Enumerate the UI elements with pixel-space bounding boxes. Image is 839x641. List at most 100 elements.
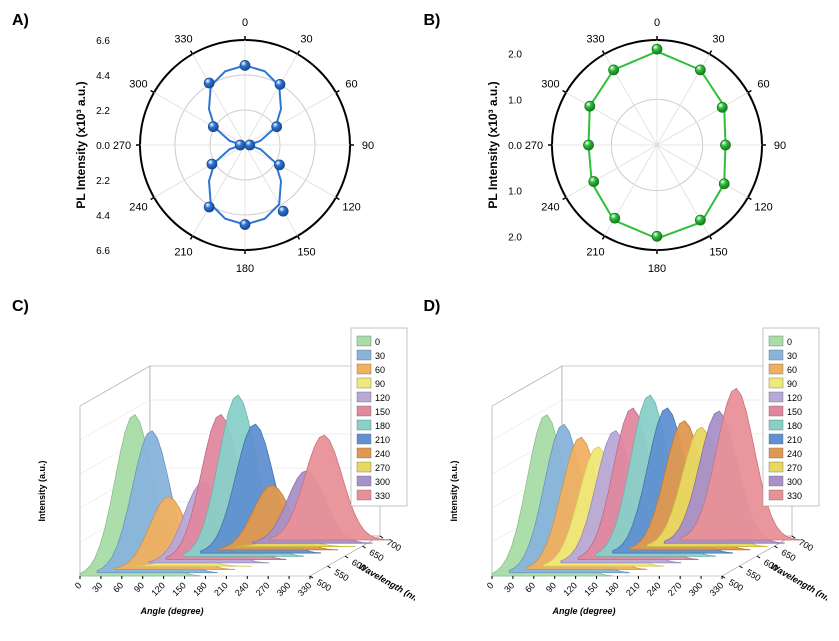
svg-text:120: 120: [754, 202, 772, 214]
panel-a-label: A): [12, 12, 29, 30]
svg-text:330: 330: [174, 33, 192, 45]
svg-text:150: 150: [582, 580, 600, 598]
svg-text:0: 0: [375, 337, 380, 347]
svg-text:30: 30: [90, 580, 104, 594]
svg-text:Wavelength (nm): Wavelength (nm): [768, 561, 826, 606]
svg-text:700: 700: [385, 537, 403, 553]
panel-c-label: C): [12, 298, 29, 316]
svg-text:150: 150: [787, 407, 802, 417]
svg-text:120: 120: [342, 202, 360, 214]
svg-text:240: 240: [233, 580, 251, 598]
svg-text:Intensity (a.u.): Intensity (a.u.): [37, 460, 47, 521]
svg-text:6.6: 6.6: [96, 246, 110, 257]
svg-text:150: 150: [170, 580, 188, 598]
svg-text:300: 300: [787, 477, 802, 487]
svg-text:300: 300: [686, 580, 704, 598]
svg-text:550: 550: [333, 567, 351, 583]
svg-text:1.0: 1.0: [508, 187, 522, 198]
svg-text:330: 330: [586, 33, 604, 45]
figure-grid: A) 03060901201501802102402703003300.02.2…: [10, 10, 829, 631]
waterfall-chart-c: 0306090120150180210240270300330500550600…: [10, 296, 415, 631]
svg-text:210: 210: [375, 435, 390, 445]
svg-text:60: 60: [375, 365, 385, 375]
svg-text:210: 210: [212, 580, 230, 598]
panel-d-label: D): [424, 298, 441, 316]
svg-text:1.0: 1.0: [508, 95, 522, 106]
svg-text:90: 90: [787, 379, 797, 389]
panel-b: B) 03060901201501802102402703003300.01.0…: [422, 10, 830, 292]
svg-text:500: 500: [315, 577, 333, 593]
svg-text:0: 0: [787, 337, 792, 347]
svg-text:0: 0: [653, 17, 659, 29]
svg-text:500: 500: [727, 577, 745, 593]
svg-text:60: 60: [787, 365, 797, 375]
svg-text:PL Intensity (x10³ a.u.): PL Intensity (x10³ a.u.): [74, 81, 88, 208]
svg-text:90: 90: [543, 580, 557, 594]
panel-d: D) 0306090120150180210240270300330500550…: [422, 296, 830, 631]
svg-text:60: 60: [111, 580, 125, 594]
svg-text:30: 30: [300, 33, 312, 45]
svg-text:270: 270: [787, 463, 802, 473]
svg-text:Intensity (a.u.): Intensity (a.u.): [449, 460, 459, 521]
svg-text:0: 0: [484, 580, 495, 591]
svg-text:270: 270: [524, 140, 542, 152]
svg-text:650: 650: [368, 547, 386, 563]
svg-text:4.4: 4.4: [96, 211, 110, 222]
svg-text:2.2: 2.2: [96, 176, 110, 187]
svg-text:330: 330: [375, 491, 390, 501]
svg-text:30: 30: [375, 351, 385, 361]
polar-chart-b: 03060901201501802102402703003300.01.01.0…: [422, 10, 827, 280]
svg-text:30: 30: [787, 351, 797, 361]
svg-text:150: 150: [297, 247, 315, 259]
svg-text:270: 270: [113, 140, 131, 152]
svg-text:2.2: 2.2: [96, 106, 110, 117]
svg-text:0.0: 0.0: [96, 141, 110, 152]
svg-text:300: 300: [129, 79, 147, 91]
svg-text:90: 90: [375, 379, 385, 389]
svg-text:550: 550: [744, 567, 762, 583]
panel-a: A) 03060901201501802102402703003300.02.2…: [10, 10, 418, 292]
svg-text:Angle (degree): Angle (degree): [551, 606, 615, 616]
svg-text:240: 240: [129, 202, 147, 214]
svg-text:120: 120: [375, 393, 390, 403]
polar-chart-a: 03060901201501802102402703003300.02.22.2…: [10, 10, 415, 280]
svg-text:150: 150: [709, 247, 727, 259]
svg-text:0.0: 0.0: [508, 141, 522, 152]
svg-text:Angle (degree): Angle (degree): [139, 606, 203, 616]
svg-text:240: 240: [375, 449, 390, 459]
svg-text:Wavelength (nm): Wavelength (nm): [357, 561, 415, 606]
svg-text:90: 90: [362, 140, 374, 152]
svg-text:180: 180: [191, 580, 209, 598]
panel-c: C) 0306090120150180210240270300330500550…: [10, 296, 418, 631]
svg-text:60: 60: [523, 580, 537, 594]
svg-text:700: 700: [797, 537, 815, 553]
svg-text:270: 270: [254, 580, 272, 598]
svg-text:30: 30: [712, 33, 724, 45]
svg-text:180: 180: [375, 421, 390, 431]
svg-text:90: 90: [132, 580, 146, 594]
svg-text:210: 210: [787, 435, 802, 445]
svg-text:6.6: 6.6: [96, 36, 110, 47]
svg-text:30: 30: [502, 580, 516, 594]
svg-text:240: 240: [541, 202, 559, 214]
svg-text:180: 180: [603, 580, 621, 598]
svg-text:180: 180: [787, 421, 802, 431]
svg-text:0: 0: [73, 580, 84, 591]
svg-text:240: 240: [787, 449, 802, 459]
svg-text:330: 330: [296, 580, 314, 598]
svg-text:150: 150: [375, 407, 390, 417]
svg-text:PL Intensity (x10³ a.u.): PL Intensity (x10³ a.u.): [486, 81, 500, 208]
svg-text:300: 300: [541, 79, 559, 91]
svg-text:180: 180: [647, 263, 665, 275]
svg-text:300: 300: [375, 477, 390, 487]
svg-text:180: 180: [236, 263, 254, 275]
svg-text:330: 330: [707, 580, 725, 598]
svg-text:90: 90: [773, 140, 785, 152]
svg-text:60: 60: [757, 79, 769, 91]
svg-text:0: 0: [242, 17, 248, 29]
svg-text:330: 330: [787, 491, 802, 501]
svg-text:270: 270: [375, 463, 390, 473]
svg-text:120: 120: [561, 580, 579, 598]
svg-text:60: 60: [345, 79, 357, 91]
svg-text:270: 270: [665, 580, 683, 598]
